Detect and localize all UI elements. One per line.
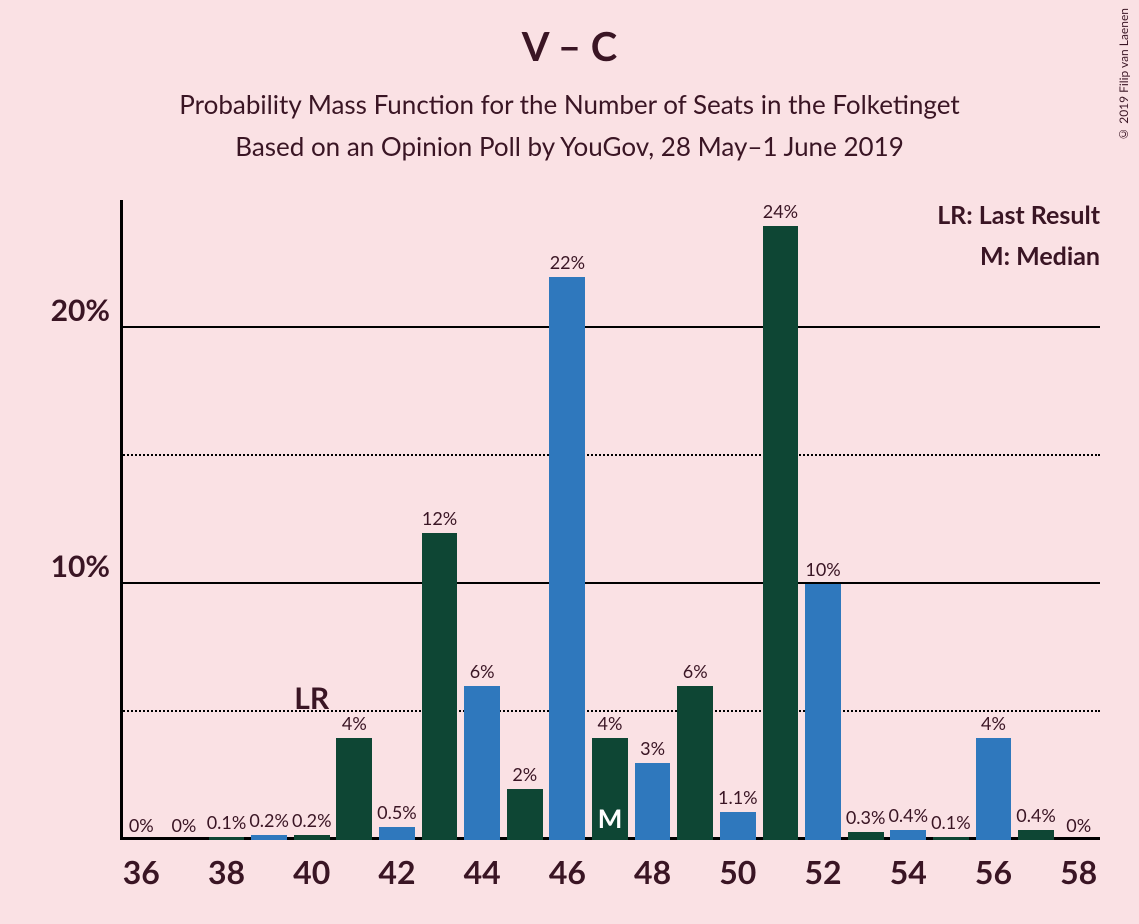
legend-m: M: Median <box>937 236 1100 277</box>
bar-series_a: 0.1% <box>933 837 969 840</box>
bar-value-label: 0.3% <box>846 806 886 828</box>
x-tick-label: 42 <box>378 852 415 891</box>
bar-value-label: 4% <box>981 712 1006 734</box>
bar-series_b: 6% <box>464 686 500 840</box>
bar-value-label: 4% <box>342 712 367 734</box>
bar-series_a: 4% <box>336 738 372 840</box>
bar-value-label: 0.5% <box>377 801 417 823</box>
bar-series_a: 24% <box>763 226 799 840</box>
bar-value-label: 0.4% <box>1016 804 1056 826</box>
x-tick-label: 46 <box>549 852 586 891</box>
x-tick-label: 50 <box>719 852 756 891</box>
bar-value-label: 6% <box>470 660 495 682</box>
bar-value-label: 0.4% <box>888 804 928 826</box>
legend-lr: LR: Last Result <box>937 195 1100 236</box>
x-tick-label: 56 <box>975 852 1012 891</box>
bar-series_b: 0.2% <box>251 835 287 840</box>
bar-value-label: 0% <box>129 814 154 836</box>
bar-value-label: 0.2% <box>292 809 332 831</box>
bar-value-label: 0.1% <box>207 811 247 833</box>
bar-series_a: 0.2% <box>294 835 330 840</box>
bar-value-label: 6% <box>683 660 708 682</box>
bar-value-label: 10% <box>805 558 840 580</box>
bar-value-label: 0% <box>1066 814 1091 836</box>
bar-series_b: 10% <box>805 584 841 840</box>
bar-series_b: 22% <box>549 277 585 840</box>
y-tick-label: 10% <box>51 548 110 584</box>
bar-value-label: 12% <box>422 507 457 529</box>
bar-value-label: 1.1% <box>718 786 758 808</box>
bar-series_a: 0.4% <box>1018 830 1054 840</box>
x-tick-label: 36 <box>123 852 160 891</box>
bar-series_b: 4% <box>976 738 1012 840</box>
bar-series_b: 1.1% <box>720 812 756 840</box>
subtitle-line-2: Based on an Opinion Poll by YouGov, 28 M… <box>235 130 904 162</box>
bar-value-label: 24% <box>763 200 798 222</box>
bar-value-label: 22% <box>550 251 585 273</box>
x-tick-label: 52 <box>804 852 841 891</box>
x-tick-label: 38 <box>208 852 245 891</box>
chart-title: V – C <box>0 0 1139 70</box>
x-tick-label: 54 <box>890 852 927 891</box>
bar-value-label: 0% <box>171 814 196 836</box>
chart-subtitle: Probability Mass Function for the Number… <box>0 84 1139 167</box>
bar-value-label: 3% <box>640 737 665 759</box>
x-tick-label: 44 <box>464 852 501 891</box>
bar-series_a: 6% <box>677 686 713 840</box>
copyright-text: © 2019 Filip van Laenen <box>1116 8 1131 142</box>
x-tick-label: 58 <box>1060 852 1097 891</box>
bar-series_b: 0.5% <box>379 827 415 840</box>
bar-series_a: 12% <box>422 533 458 840</box>
bar-series_a: 2% <box>507 789 543 840</box>
grid-line-major <box>120 582 1100 584</box>
bar-value-label: 4% <box>598 712 623 734</box>
lr-marker: LR <box>294 680 329 716</box>
bar-value-label: 0.2% <box>249 809 289 831</box>
bar-value-label: 2% <box>512 763 537 785</box>
bar-series_b: 0.4% <box>890 830 926 840</box>
x-tick-label: 48 <box>634 852 671 891</box>
bar-value-label: 0.1% <box>931 811 971 833</box>
bar-series_a: 0.1% <box>209 837 245 840</box>
x-tick-label: 40 <box>293 852 330 891</box>
bar-series_a: 0.3% <box>848 832 884 840</box>
grid-line-major <box>120 326 1100 328</box>
legend: LR: Last Result M: Median <box>937 195 1100 278</box>
median-marker: M <box>598 802 623 834</box>
subtitle-line-1: Probability Mass Function for the Number… <box>179 88 959 120</box>
chart-plot-area: LR: Last Result M: Median 10%20%36384042… <box>120 200 1100 840</box>
bar-series_b: 3% <box>635 763 671 840</box>
y-axis-line <box>120 200 123 840</box>
y-tick-label: 20% <box>51 292 110 328</box>
grid-line-minor <box>120 454 1100 456</box>
